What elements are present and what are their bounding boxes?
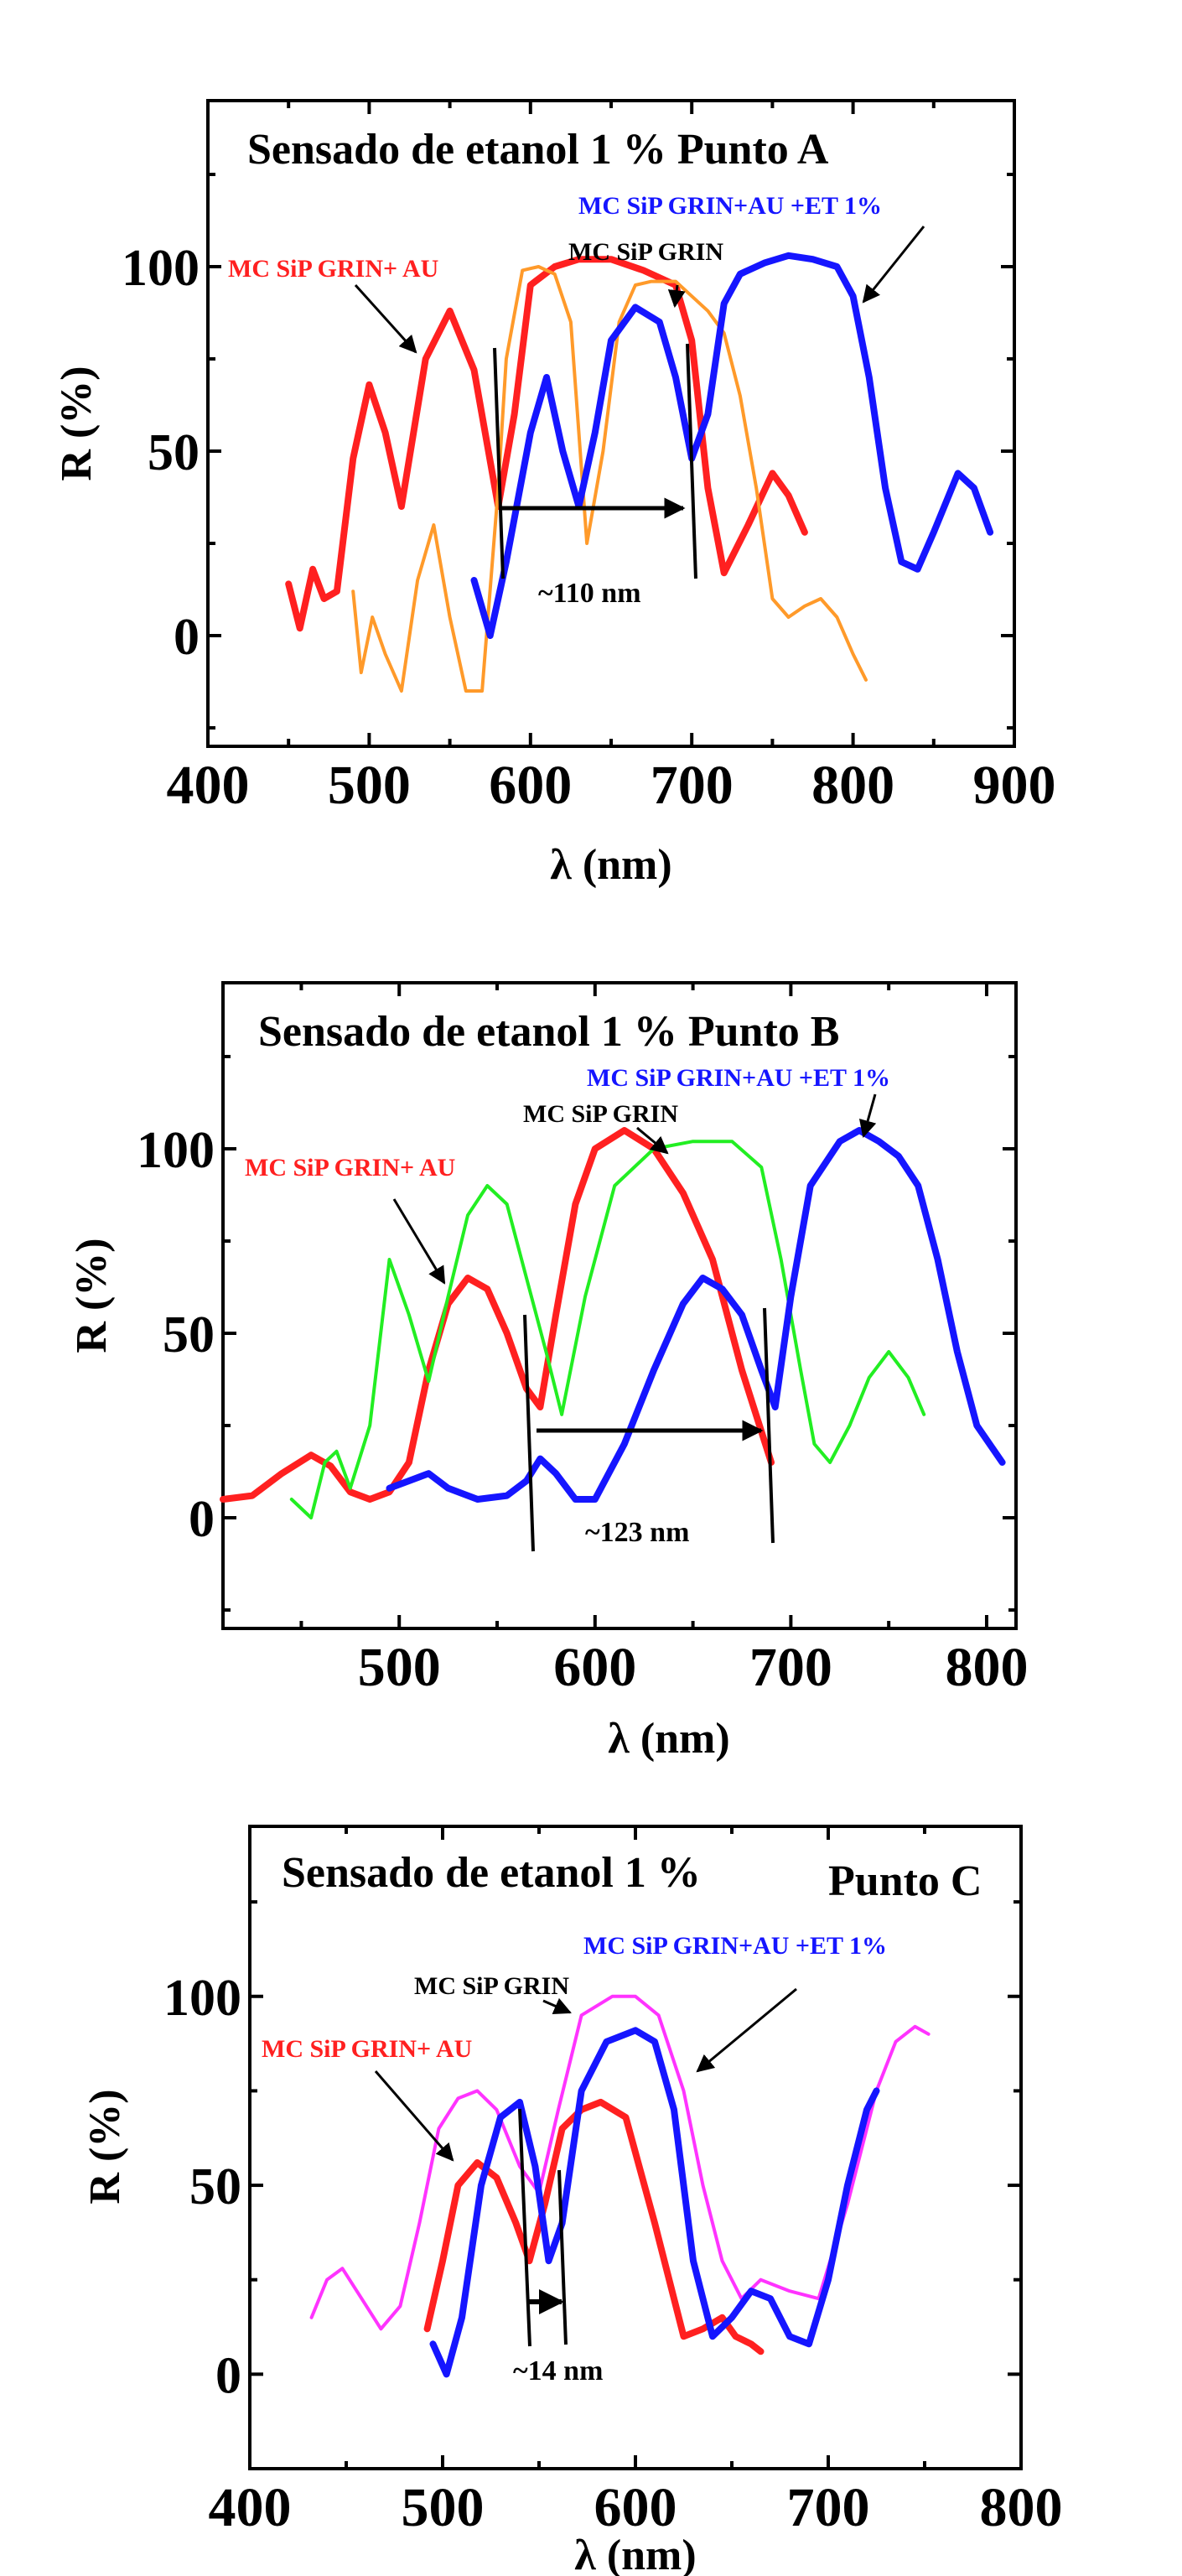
annotation-overlay (392, 1093, 877, 1552)
x-tick-label: 700 (651, 755, 734, 816)
y-tick-label: 100 (122, 240, 200, 297)
chart-subtitle: Punto C (828, 1857, 982, 1905)
y-tick-label: 100 (137, 1122, 215, 1179)
x-tick-label: 700 (749, 1637, 832, 1698)
x-tick-label: 600 (594, 2477, 677, 2538)
x-tick-label: 800 (811, 755, 894, 816)
y-axis-label: R (%) (81, 2089, 129, 2204)
x-tick-label: 400 (167, 755, 250, 816)
x-axis-label: λ (nm) (550, 841, 671, 889)
x-tick-label: 500 (402, 2477, 485, 2538)
y-tick-label: 0 (189, 1491, 215, 1548)
label-blue-series: MC SiP GRIN+AU +ET 1% (578, 192, 882, 220)
series-line-grin (309, 1994, 931, 2331)
x-tick-label: 400 (209, 2477, 292, 2538)
pointer-arrow-black (636, 1126, 669, 1155)
series-line-grin-au-et (386, 1127, 1006, 1503)
y-tick-label: 50 (148, 424, 200, 481)
label-red-series: MC SiP GRIN+ AU (228, 255, 438, 283)
axis-ticks: 400 500 600 700 800 0 50 100 (163, 1826, 1063, 2538)
marker-line-left (518, 2108, 531, 2347)
pointer-arrow-blue (696, 1987, 797, 2073)
x-tick-label: 800 (980, 2477, 1063, 2538)
series-group (285, 252, 994, 693)
x-tick-label: 500 (328, 755, 411, 816)
label-red-series: MC SiP GRIN+ AU (245, 1154, 455, 1182)
annotation-overlay (374, 1987, 797, 2347)
x-axis-label: λ (nm) (608, 1715, 729, 1763)
label-red-series: MC SiP GRIN+ AU (262, 2035, 472, 2063)
y-axis-label: R (%) (68, 1238, 116, 1353)
x-tick-label: 600 (553, 1637, 636, 1698)
y-tick-label: 50 (189, 2158, 241, 2215)
x-tick-label: 700 (787, 2477, 870, 2538)
y-tick-label: 100 (163, 1970, 241, 2027)
pointer-arrow-blue (858, 1093, 877, 1139)
marker-line-left (523, 1314, 535, 1552)
shift-label: ~123 nm (585, 1517, 689, 1548)
marker-line-right (763, 1307, 775, 1544)
series-line-grin-au (285, 256, 808, 632)
pointer-arrow-red (374, 2070, 454, 2162)
series-line-grin-au-et (470, 252, 994, 639)
annotation-overlay (354, 226, 925, 579)
pointer-arrow-black (542, 1997, 572, 2015)
marker-line-left (493, 347, 505, 579)
series-line-grin-au-et (429, 2027, 880, 2378)
y-tick-label: 50 (163, 1306, 215, 1363)
pointer-arrow-blue (862, 226, 925, 304)
x-tick-label: 900 (973, 755, 1056, 816)
label-blue-series: MC SiP GRIN+AU +ET 1% (587, 1064, 890, 1092)
pointer-arrow-red (392, 1198, 446, 1285)
label-black-series: MC SiP GRIN (568, 238, 723, 266)
label-black-series: MC SiP GRIN (414, 1972, 569, 2000)
y-tick-label: 0 (215, 2347, 241, 2404)
shift-label: ~14 nm (513, 2355, 603, 2386)
pointer-arrow-red (354, 283, 417, 354)
series-line-grin (289, 1140, 926, 1519)
chart-punto-a: 400 500 600 700 800 900 0 50 100 Sensado de etan… (53, 99, 1056, 889)
pointer-arrow-black (667, 284, 686, 309)
label-blue-series: MC SiP GRIN+AU +ET 1% (583, 1932, 887, 1960)
x-tick-label: 600 (489, 755, 572, 816)
x-tick-label: 500 (358, 1637, 441, 1698)
axis-ticks: 400 500 600 700 800 900 0 50 100 (122, 101, 1056, 816)
marker-line-right (686, 343, 697, 579)
plot-frame (206, 99, 1016, 748)
y-axis-label: R (%) (53, 366, 101, 480)
x-tick-label: 800 (945, 1637, 1028, 1698)
chart-title: Sensado de etanol 1 % Punto B (258, 1008, 839, 1056)
series-group (309, 1994, 931, 2378)
plot-frame (221, 981, 1018, 1630)
series-line-grin (351, 265, 868, 693)
axis-ticks: 500 600 700 800 0 50 100 (137, 983, 1028, 1698)
chart-punto-c: 400 500 600 700 800 0 50 100 Sensado de etanol … (81, 1825, 1063, 2576)
chart-title: Sensado de etanol 1 % Punto A (247, 126, 829, 174)
marker-line-right (557, 2169, 568, 2345)
label-black-series: MC SiP GRIN (523, 1100, 678, 1128)
chart-title: Sensado de etanol 1 % (282, 1849, 701, 1897)
y-tick-label: 0 (174, 609, 200, 666)
x-axis-label: λ (nm) (574, 2532, 696, 2576)
chart-punto-b: 500 600 700 800 0 50 100 Sensado de etanol 1 %… (68, 981, 1028, 1763)
shift-label: ~110 nm (538, 578, 641, 609)
